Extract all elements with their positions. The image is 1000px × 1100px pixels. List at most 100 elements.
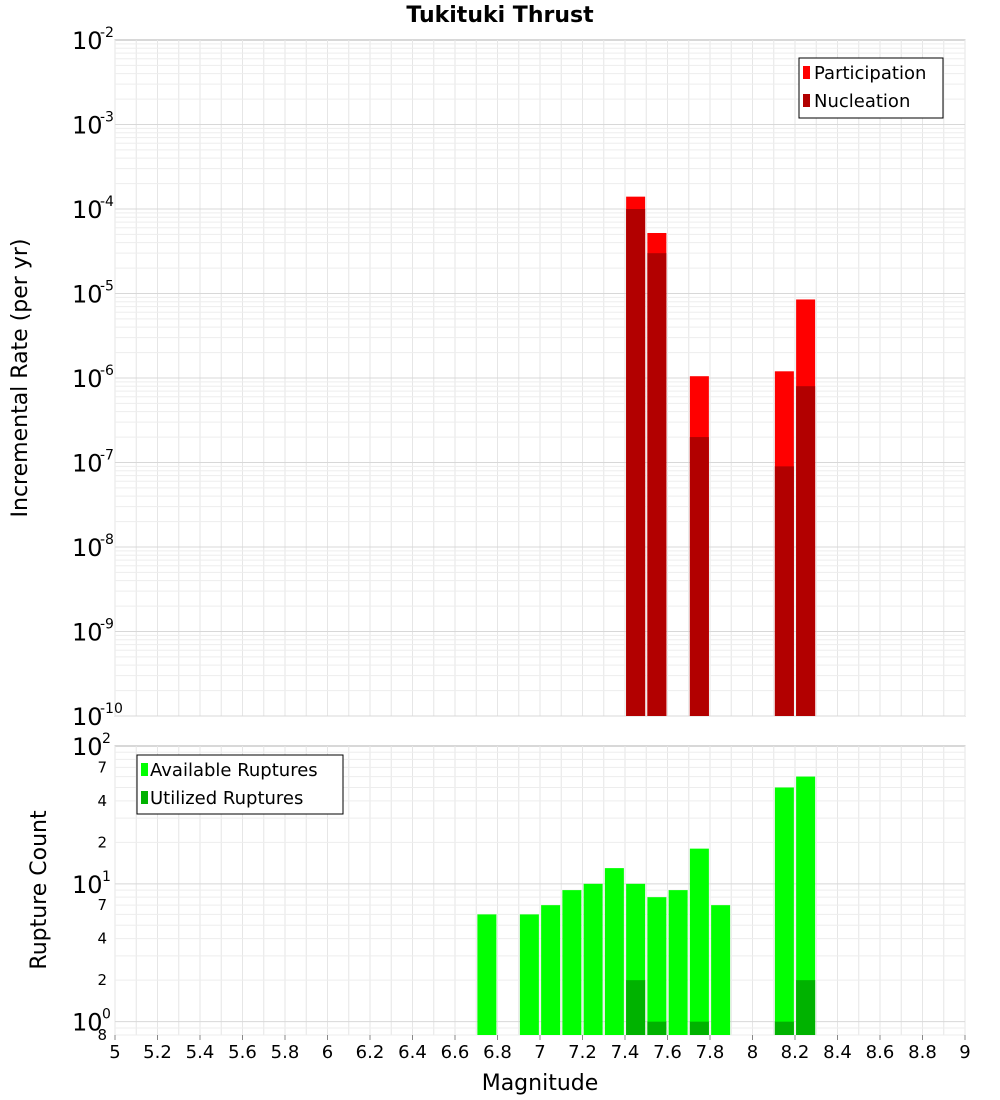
x-tick-label: 6.8 xyxy=(483,1042,512,1063)
bottom-y-minor-tick-label: 7 xyxy=(97,896,107,914)
top-y-tick-label: 10 xyxy=(72,703,103,731)
x-tick-label: 5.6 xyxy=(228,1042,257,1063)
bar-utilized-ruptures xyxy=(689,1021,709,1035)
top-y-tick-label: 10 xyxy=(72,450,103,478)
chart-title: Tukituki Thrust xyxy=(406,3,594,28)
bottom-legend: Available Ruptures Utilized Ruptures xyxy=(136,754,344,815)
bar-available-ruptures xyxy=(541,905,561,1035)
x-tick-label: 7 xyxy=(534,1042,545,1063)
top-y-tick-exponent: -4 xyxy=(100,194,114,210)
x-tick-label: 6.4 xyxy=(398,1042,427,1063)
bar-available-ruptures xyxy=(583,883,603,1035)
top-y-tick-label: 10 xyxy=(72,196,103,224)
bar-available-ruptures xyxy=(668,890,688,1035)
top-bars xyxy=(626,196,816,717)
x-tick-label: 5.4 xyxy=(186,1042,215,1063)
bottom-legend-box xyxy=(136,754,344,815)
bottom-y-minor-tick-label: 4 xyxy=(97,930,107,948)
top-y-tick-exponent: -5 xyxy=(100,279,114,295)
legend-swatch-available xyxy=(141,763,148,776)
top-legend-box xyxy=(798,57,944,119)
bottom-y-tick-label: 10 xyxy=(72,871,103,899)
x-tick-label: 5.8 xyxy=(271,1042,300,1063)
x-tick-label: 8 xyxy=(747,1042,758,1063)
bar-available-ruptures xyxy=(774,787,794,1035)
x-tick-label: 6 xyxy=(322,1042,333,1063)
bottom-y-minor-tick-label: 7 xyxy=(97,758,107,776)
legend-swatch-participation xyxy=(803,66,810,79)
top-y-tick-exponent: -7 xyxy=(100,448,114,464)
bar-available-ruptures xyxy=(796,776,816,1035)
bottom-y-axis-label: Rupture Count xyxy=(27,810,52,970)
legend-label-utilized: Utilized Ruptures xyxy=(150,788,303,809)
x-tick-label: 7.2 xyxy=(568,1042,597,1063)
x-tick-label: 8.8 xyxy=(908,1042,937,1063)
x-tick-label: 6.6 xyxy=(441,1042,470,1063)
top-y-tick-exponent: -2 xyxy=(100,25,114,41)
x-tick-label: 9 xyxy=(959,1042,970,1063)
top-y-tick-exponent: -3 xyxy=(100,110,114,126)
x-tick-label: 7.6 xyxy=(653,1042,682,1063)
bottom-y-tick-label: 10 xyxy=(72,1009,103,1037)
top-y-axis-label: Incremental Rate (per yr) xyxy=(8,239,33,518)
x-tick-label: 5.2 xyxy=(143,1042,172,1063)
bar-nucleation xyxy=(796,386,816,716)
bar-available-ruptures xyxy=(562,890,582,1035)
bar-available-ruptures xyxy=(477,914,497,1035)
bottom-y-tick-exponent: 0 xyxy=(102,1007,111,1023)
legend-swatch-nucleation xyxy=(803,94,810,107)
bottom-bars xyxy=(477,776,816,1035)
top-y-tick-exponent: -6 xyxy=(100,363,114,379)
x-tick-label: 5 xyxy=(109,1042,120,1063)
bar-utilized-ruptures xyxy=(647,1021,667,1035)
x-tick-label: 8.4 xyxy=(823,1042,852,1063)
x-tick-label: 6.2 xyxy=(356,1042,385,1063)
bar-nucleation xyxy=(626,209,646,716)
bar-available-ruptures xyxy=(711,905,731,1035)
legend-label-nucleation: Nucleation xyxy=(814,91,910,112)
top-y-tick-label: 10 xyxy=(72,365,103,393)
top-y-tick-exponent: -10 xyxy=(100,701,123,717)
bottom-y-minor-tick-label: 2 xyxy=(97,833,107,851)
bottom-y-tick-exponent: 2 xyxy=(102,731,111,747)
x-axis-ticks: 5 5.2 5.4 5.6 5.8 6 6.2 6.4 6.6 6.8 7 7.2 7.4 7.6 7.8 8… xyxy=(109,1035,971,1063)
x-tick-label: 7.8 xyxy=(696,1042,725,1063)
bar-nucleation xyxy=(774,466,794,716)
top-y-tick-exponent: -9 xyxy=(100,617,114,633)
top-y-tick-label: 10 xyxy=(72,112,103,140)
top-y-tick-label: 10 xyxy=(72,27,103,55)
x-tick-label: 7.4 xyxy=(611,1042,640,1063)
bar-nucleation xyxy=(689,437,709,716)
top-y-tick-label: 10 xyxy=(72,281,103,309)
bottom-y-minor-tick-label: 8 xyxy=(97,1026,107,1044)
top-y-tick-label: 10 xyxy=(72,619,103,647)
legend-label-participation: Participation xyxy=(814,63,926,84)
top-y-tick-label: 10 xyxy=(72,534,103,562)
legend-swatch-utilized xyxy=(141,791,148,804)
bottom-y-tick-exponent: 1 xyxy=(102,869,111,885)
bar-available-ruptures xyxy=(647,897,667,1035)
bar-utilized-ruptures xyxy=(626,980,646,1035)
legend-label-available: Available Ruptures xyxy=(150,760,318,781)
bottom-y-minor-tick-label: 2 xyxy=(97,971,107,989)
bottom-y-tick-label: 10 xyxy=(72,733,103,761)
bar-nucleation xyxy=(647,253,667,716)
bottom-y-minor-tick-label: 4 xyxy=(97,792,107,810)
x-tick-label: 8.2 xyxy=(781,1042,810,1063)
bottom-gridlines xyxy=(114,746,966,1036)
top-panel: 10-210-310-410-510-610-710-810-910-10 In… xyxy=(8,25,966,731)
top-legend: Participation Nucleation xyxy=(798,57,944,119)
bar-utilized-ruptures xyxy=(774,1021,794,1035)
bar-available-ruptures xyxy=(519,914,539,1035)
bar-utilized-ruptures xyxy=(796,980,816,1035)
x-tick-label: 8.6 xyxy=(866,1042,895,1063)
top-y-ticks: 10-210-310-410-510-610-710-810-910-10 xyxy=(72,25,123,731)
bar-available-ruptures xyxy=(689,848,709,1035)
top-gridlines xyxy=(114,40,966,717)
bar-available-ruptures xyxy=(604,868,624,1035)
top-y-tick-exponent: -8 xyxy=(100,532,114,548)
x-axis-label: Magnitude xyxy=(482,1071,599,1096)
